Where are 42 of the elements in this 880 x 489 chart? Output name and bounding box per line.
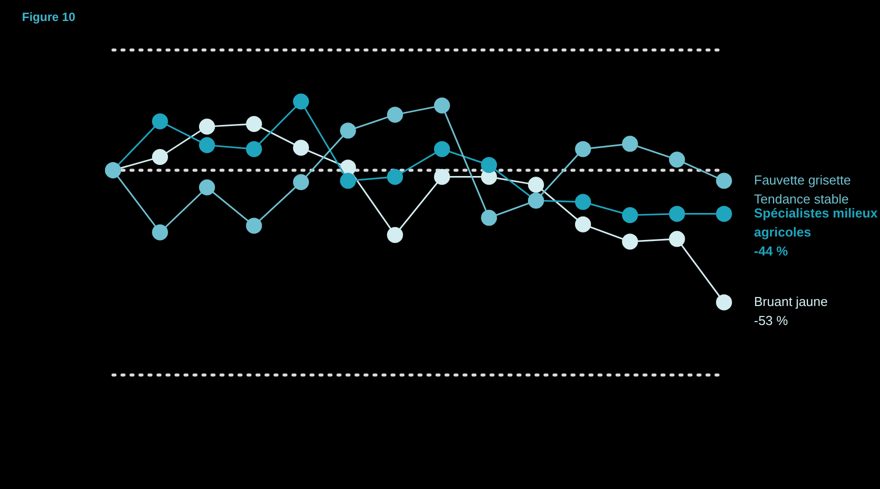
- point: [340, 172, 356, 189]
- point: [716, 294, 732, 310]
- point: [622, 207, 638, 224]
- text: -44 %: [754, 243, 788, 258]
- series-label: Spécialistes milieux agricoles: [754, 205, 878, 240]
- point: [481, 156, 497, 173]
- point: [716, 206, 732, 222]
- text: Tendance stable: [754, 191, 849, 206]
- point: [387, 168, 403, 185]
- point: [246, 218, 262, 234]
- chart-title: Figure 10: [22, 10, 76, 24]
- point: [340, 122, 356, 139]
- point: [434, 97, 450, 114]
- point: [575, 194, 591, 210]
- point: [246, 141, 262, 158]
- point: [622, 136, 638, 152]
- point: [528, 176, 544, 193]
- point: [669, 152, 685, 168]
- point: [199, 137, 215, 154]
- point: [152, 149, 168, 166]
- point: [481, 210, 497, 226]
- point: [434, 141, 450, 158]
- point: [199, 179, 215, 196]
- point: [716, 172, 732, 189]
- point: [575, 216, 591, 232]
- point: [152, 113, 168, 130]
- point: [575, 141, 591, 158]
- point: [387, 226, 403, 243]
- point: [622, 234, 638, 250]
- point: [434, 168, 450, 185]
- point: [246, 116, 262, 132]
- point: [669, 206, 685, 222]
- text: -53 %: [754, 312, 788, 328]
- point: [387, 106, 403, 123]
- point: [293, 94, 309, 110]
- point: [293, 140, 309, 156]
- series-label: Bruant jaune: [754, 294, 828, 309]
- series-label: Fauvette grisette: [754, 172, 851, 188]
- point: [669, 230, 685, 247]
- point: [293, 174, 309, 190]
- point: [152, 224, 168, 240]
- point: [199, 118, 215, 135]
